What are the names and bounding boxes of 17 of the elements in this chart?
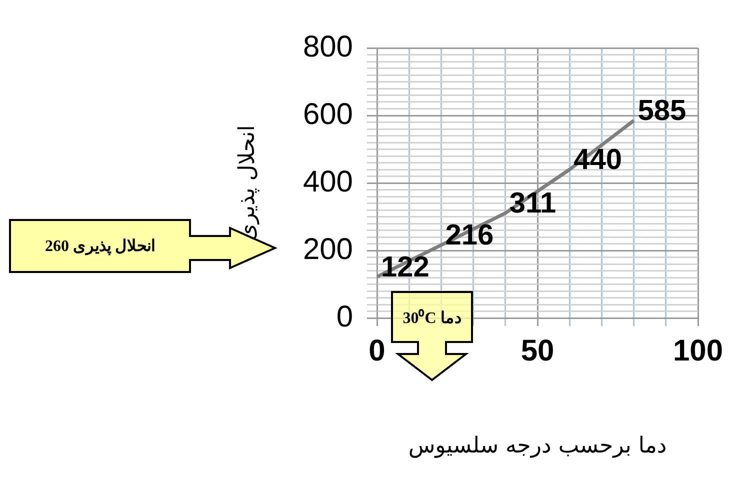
data-label: 311 bbox=[509, 188, 556, 220]
y-tick-label: 200 bbox=[302, 232, 353, 266]
x-axis-title: دما برحسب درجه سلسیوس bbox=[408, 434, 667, 459]
text: انحلال پذیری 260 bbox=[44, 237, 156, 256]
y-tick-label: 600 bbox=[302, 98, 353, 131]
data-label: 585 bbox=[638, 95, 686, 128]
x-tick-label: 100 bbox=[672, 334, 724, 368]
y-axis-title: انحلال پذیری bbox=[234, 125, 260, 241]
x-tick-label: 50 bbox=[520, 334, 554, 368]
x-tick-label: 0 bbox=[368, 334, 386, 368]
data-label: 122 bbox=[381, 251, 430, 284]
y-tick-label: 0 bbox=[336, 300, 353, 334]
y-tick-label: 400 bbox=[302, 165, 353, 198]
data-label: 216 bbox=[445, 220, 494, 252]
annotation: دما 30⁰C bbox=[402, 308, 462, 328]
data-label: 440 bbox=[574, 144, 622, 176]
y-tick-label: 800 bbox=[302, 30, 353, 64]
